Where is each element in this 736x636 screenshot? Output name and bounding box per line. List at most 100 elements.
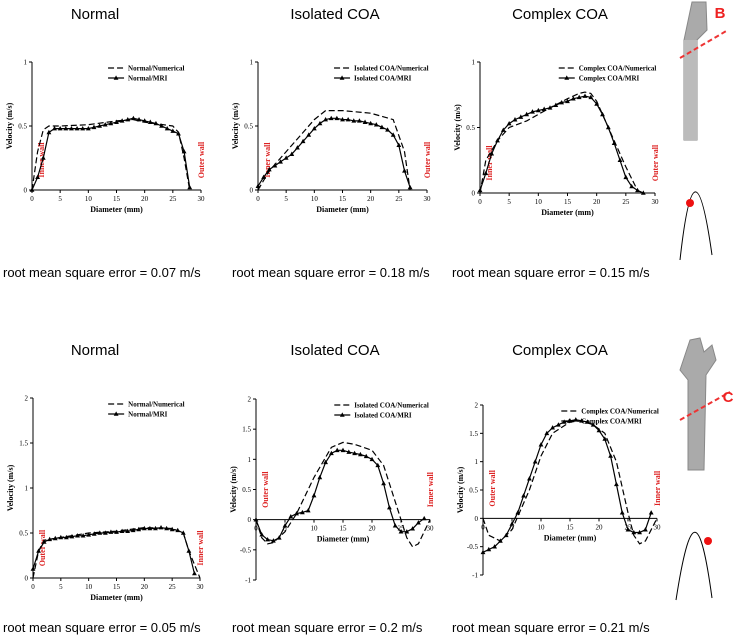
y-tick-label: 1.5 — [242, 426, 251, 434]
marker — [102, 122, 108, 127]
aorta-model-c — [675, 337, 731, 601]
marker — [147, 119, 153, 124]
x-tick-label: 15 — [339, 195, 347, 203]
marker — [492, 544, 497, 549]
y-tick-label: 1.5 — [19, 440, 28, 448]
marker — [170, 128, 176, 133]
marker — [91, 531, 97, 536]
y-tick-label: 0.5 — [244, 123, 253, 131]
wall-label: Inner wall — [653, 470, 662, 506]
marker — [416, 520, 421, 525]
series-line — [479, 91, 644, 194]
marker — [80, 533, 86, 538]
x-axis-label: Diameter (mm) — [90, 205, 143, 214]
y-tick-label: 0.5 — [19, 530, 28, 538]
marker — [108, 120, 114, 126]
y-axis-label: Velocity (m/s) — [6, 464, 15, 511]
y-tick-label: -0.5 — [467, 543, 479, 551]
marker — [265, 536, 270, 542]
caption: root mean square error = 0.15 m/s — [452, 265, 650, 280]
marker — [480, 549, 486, 555]
marker — [396, 142, 402, 147]
marker — [35, 174, 41, 179]
marker — [271, 538, 276, 543]
y-tick-label: 2 — [25, 395, 29, 403]
marker — [131, 115, 136, 121]
marker — [305, 508, 311, 513]
caption: root mean square error = 0.18 m/s — [232, 265, 430, 280]
caption: root mean square error = 0.07 m/s — [3, 265, 201, 280]
marker — [323, 459, 328, 465]
x-tick-label: 15 — [567, 523, 575, 531]
legend-label: Normal/MRI — [128, 75, 168, 83]
marker — [261, 174, 267, 179]
marker — [187, 184, 193, 190]
y-tick-label: 0.5 — [242, 486, 251, 494]
marker — [498, 538, 503, 543]
marker — [570, 96, 576, 101]
legend-marker — [113, 411, 119, 416]
marker — [640, 190, 646, 195]
marker — [368, 120, 374, 126]
marker — [317, 474, 323, 480]
x-tick-label: 20 — [369, 525, 377, 533]
marker — [266, 166, 272, 172]
x-tick-label: 20 — [141, 195, 149, 203]
marker — [407, 184, 413, 190]
marker — [97, 123, 102, 128]
wall-label: Inner wall — [196, 530, 205, 566]
marker — [477, 187, 483, 193]
x-tick-label: 30 — [424, 195, 432, 203]
marker — [559, 100, 565, 105]
marker — [69, 125, 74, 131]
marker — [550, 425, 555, 430]
chart-title: Normal — [71, 342, 119, 359]
marker — [506, 120, 512, 126]
x-tick-label: 15 — [113, 583, 121, 591]
x-axis-label: Diameter (mm) — [317, 535, 370, 544]
y-tick-label: 1 — [25, 485, 29, 493]
y-tick-label: 1 — [475, 458, 479, 466]
x-tick-label: 0 — [481, 523, 485, 531]
marker — [295, 145, 300, 150]
marker — [114, 119, 119, 124]
x-tick-label: 0 — [31, 583, 35, 591]
marker — [46, 129, 52, 135]
marker — [125, 117, 131, 122]
y-tick-label: 0 — [475, 515, 479, 523]
marker — [85, 125, 91, 131]
y-axis-label: Velocity (m/s) — [231, 102, 240, 149]
marker — [278, 159, 283, 164]
x-tick-label: 10 — [535, 198, 543, 206]
marker — [153, 120, 159, 126]
marker — [259, 532, 265, 537]
x-tick-label: 15 — [340, 525, 348, 533]
marker — [328, 115, 334, 121]
x-tick-label: 10 — [311, 525, 319, 533]
y-tick-label: -1 — [472, 572, 478, 580]
y-tick-label: -0.5 — [240, 546, 252, 554]
legend-label: Normal/MRI — [128, 411, 168, 419]
marker — [192, 570, 197, 576]
x-tick-label: 25 — [398, 525, 406, 533]
y-axis-label: Velocity (m/s) — [456, 466, 465, 513]
marker — [358, 451, 363, 457]
marker — [625, 527, 631, 532]
x-tick-label: 5 — [58, 195, 62, 203]
series-line — [479, 95, 644, 194]
marker — [136, 526, 142, 532]
marker — [385, 127, 390, 132]
marker — [80, 125, 86, 131]
marker — [579, 418, 584, 423]
marker — [74, 125, 80, 131]
x-tick-label: 20 — [367, 195, 375, 203]
panel-label: C — [723, 389, 734, 406]
marker — [317, 120, 323, 126]
marker — [398, 529, 404, 534]
marker — [294, 511, 299, 516]
marker — [52, 125, 57, 131]
y-tick-label: 0.5 — [469, 487, 478, 495]
x-tick-label: 0 — [30, 195, 34, 203]
marker — [421, 515, 427, 521]
marker — [130, 527, 136, 533]
